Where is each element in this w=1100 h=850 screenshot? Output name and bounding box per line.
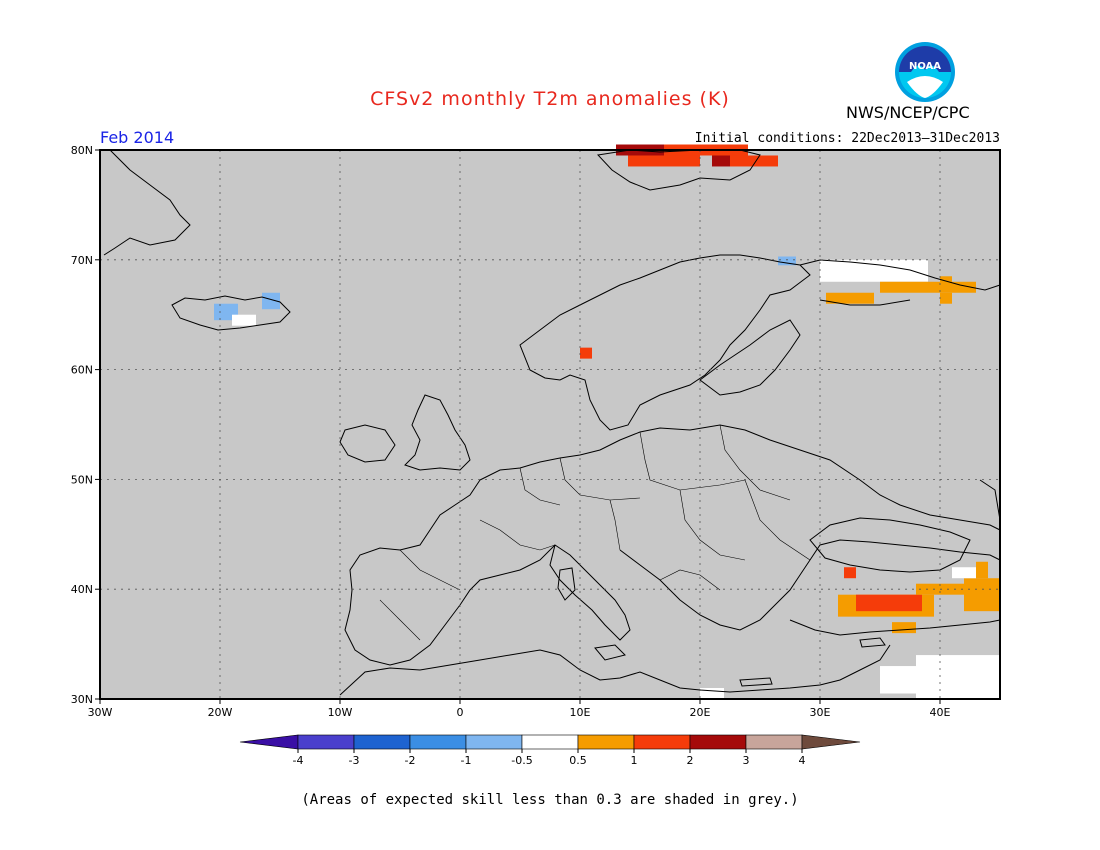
coastline-svalbard: [596, 149, 761, 191]
grid-lines: [100, 150, 1000, 699]
anomaly-cell-caucasus: [952, 567, 976, 579]
anomaly-cell-svalbard: [712, 155, 730, 167]
noaa-logo-icon: NOAA: [895, 42, 955, 102]
coastline-iceland: [171, 295, 291, 331]
colorbar-segment: [633, 734, 691, 750]
coastline-north-africa: [339, 644, 891, 696]
anomaly-cell-kola: [940, 292, 952, 304]
colorbar-label: -4: [293, 754, 304, 767]
lat-tick-label: 80N: [71, 144, 93, 157]
colorbar-segment: [577, 734, 635, 750]
lon-tick-label: 10E: [570, 706, 591, 719]
noaa-logo-text: NOAA: [909, 61, 941, 72]
lat-tick-label: 40N: [71, 583, 93, 596]
map-frame: [99, 149, 1001, 700]
lon-tick-label: 20E: [690, 706, 711, 719]
colorbar-label: 3: [743, 754, 750, 767]
colorbar-label: -0.5: [511, 754, 532, 767]
coastline-sicily: [594, 644, 626, 661]
coastline-cyprus: [859, 637, 886, 648]
colorbar-label: 0.5: [569, 754, 587, 767]
colorbar-segment: [521, 734, 579, 750]
anomaly-cell-egypt: [700, 688, 724, 699]
anomaly-cell-turkey: [856, 594, 922, 612]
coastline-greenland: [103, 149, 191, 256]
coastline-britain: [404, 394, 471, 471]
coastline-caspian: [979, 479, 1001, 521]
anomaly-cell-kola: [778, 256, 796, 266]
anomaly-cell-svalbard: [628, 155, 700, 167]
axis-ticks: 30W 20W 10W 0 10E 20E 30E 40E 30N 40N 50N 60N 70N 80N: [71, 144, 951, 719]
colorbar-label: -2: [405, 754, 416, 767]
colorbar-arrow-left: [239, 734, 299, 750]
coastline-italy: [549, 544, 631, 641]
anomaly-cell-kola: [880, 281, 976, 293]
lat-tick-label: 50N: [71, 473, 93, 486]
coastline-crete: [739, 677, 773, 687]
lon-tick-label: 30W: [88, 706, 113, 719]
anomaly-cells: [214, 144, 1000, 699]
anomaly-cell-svalbard: [730, 155, 778, 167]
skill-note: (Areas of expected skill less than 0.3 a…: [301, 792, 799, 808]
anomaly-cell-middleeast: [880, 666, 916, 694]
anomaly-cell-turkey: [976, 561, 988, 579]
colorbar-segment: [745, 734, 803, 750]
lon-tick-label: 20W: [208, 706, 233, 719]
colorbar-segment: [353, 734, 411, 750]
lon-tick-label: 10W: [328, 706, 353, 719]
coastline-turkey-south: [789, 619, 1001, 636]
coastline-kola: [799, 259, 1001, 306]
coastlines: [103, 149, 1001, 696]
colorbar-label: -1: [461, 754, 472, 767]
colorbar-segment: [465, 734, 523, 750]
initial-conditions: Initial conditions: 22Dec2013–31Dec2013: [694, 131, 1000, 146]
anomaly-cell-iceland: [262, 292, 280, 310]
coastline-france-iberia: [344, 479, 556, 666]
lon-tick-label: 40E: [930, 706, 951, 719]
anomaly-cell-kola: [940, 276, 952, 288]
coastline-black-sea: [809, 517, 971, 573]
lat-tick-label: 60N: [71, 364, 93, 377]
lat-tick-label: 70N: [71, 254, 93, 267]
colorbar-label: 2: [687, 754, 694, 767]
anomaly-cell-middleeast: [916, 655, 1000, 699]
forecast-month: Feb 2014: [100, 128, 175, 147]
colorbar-segment: [409, 734, 467, 750]
coastline-sardinia: [557, 567, 576, 601]
lon-tick-label: 30E: [810, 706, 831, 719]
anomaly-cell-kola: [826, 292, 874, 304]
colorbar-label: 1: [631, 754, 638, 767]
anomaly-cell-turkey: [916, 583, 970, 595]
anomaly-cell-turkey: [892, 622, 916, 634]
organization-label: NWS/NCEP/CPC: [846, 103, 970, 122]
colorbar-label: 4: [799, 754, 806, 767]
anomaly-cell-turkey: [964, 578, 1000, 612]
anomaly-cell-turkey: [844, 567, 856, 579]
colorbar-arrow-right: [801, 734, 861, 750]
colorbar-segment: [297, 734, 355, 750]
coastline-scandinavia: [519, 254, 811, 431]
colorbar-label: -3: [349, 754, 360, 767]
coastline-finland: [699, 319, 801, 396]
lon-tick-label: 0: [457, 706, 464, 719]
anomaly-cell-iceland: [232, 314, 256, 326]
anomaly-cell-norway: [580, 347, 592, 359]
color-legend: -4 -3 -2 -1 -0.5 0.5 1 2 3 4: [239, 734, 861, 767]
chart-title: CFSv2 monthly T2m anomalies (K): [370, 88, 730, 110]
lat-tick-label: 30N: [71, 693, 93, 706]
coastline-ireland: [339, 424, 396, 463]
colorbar-segment: [689, 734, 747, 750]
anomaly-cell-kola: [820, 259, 928, 282]
coastline-balkans: [619, 539, 1001, 631]
